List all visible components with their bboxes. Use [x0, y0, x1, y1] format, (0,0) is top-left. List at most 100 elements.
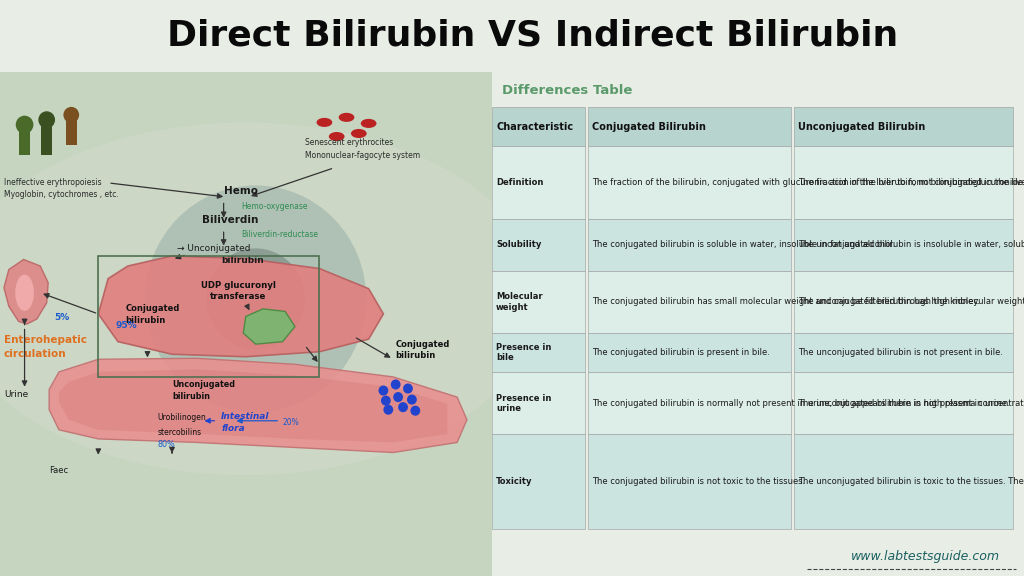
Text: Biliverdin-reductase: Biliverdin-reductase [241, 230, 317, 239]
FancyBboxPatch shape [794, 271, 1013, 333]
FancyBboxPatch shape [492, 333, 586, 372]
Text: Myoglobin, cytochromes , etc.: Myoglobin, cytochromes , etc. [4, 190, 119, 199]
FancyBboxPatch shape [794, 219, 1013, 271]
FancyBboxPatch shape [794, 372, 1013, 434]
FancyBboxPatch shape [492, 219, 586, 271]
Text: The unconjugated bilirubin has high molecular weight and cannot be filtered thro: The unconjugated bilirubin has high mole… [798, 297, 1024, 306]
Text: The unconjugated bilirubin is insoluble in water, soluble in fat and alcohol.: The unconjugated bilirubin is insoluble … [798, 240, 1024, 249]
Circle shape [15, 116, 34, 134]
Text: bilirubin: bilirubin [221, 256, 264, 264]
Text: The conjugated bilirubin has small molecular weight and can be filtered through : The conjugated bilirubin has small molec… [592, 297, 980, 306]
Circle shape [391, 380, 400, 389]
Circle shape [38, 111, 55, 128]
Text: Conjugated Bilirubin: Conjugated Bilirubin [592, 122, 707, 131]
Circle shape [411, 406, 420, 416]
FancyBboxPatch shape [492, 146, 586, 219]
Circle shape [383, 404, 393, 415]
Circle shape [398, 402, 408, 412]
Text: The conjugated bilirubin is normally not present in urine, but appears there in : The conjugated bilirubin is normally not… [592, 399, 1024, 408]
Text: Presence in
bile: Presence in bile [496, 343, 551, 362]
Ellipse shape [316, 118, 332, 127]
Text: Direct Bilirubin VS Indirect Bilirubin: Direct Bilirubin VS Indirect Bilirubin [167, 19, 898, 53]
Text: The conjugated bilirubin is soluble in water, insoluble in fat and alcohol.: The conjugated bilirubin is soluble in w… [592, 240, 896, 249]
Text: Unconjugated Bilirubin: Unconjugated Bilirubin [798, 122, 926, 131]
Text: 5%: 5% [54, 313, 70, 322]
Text: The fraction of the bilirubin, not conjugated in the liver is called unconjugate: The fraction of the bilirubin, not conju… [798, 178, 1024, 187]
Ellipse shape [0, 122, 541, 475]
FancyBboxPatch shape [492, 372, 586, 434]
Text: The unconjugated bilirubin is not present in bile.: The unconjugated bilirubin is not presen… [798, 348, 1004, 357]
Bar [66, 118, 77, 145]
FancyBboxPatch shape [588, 219, 792, 271]
Text: Differences Table: Differences Table [503, 84, 633, 97]
Text: Biliverdin: Biliverdin [202, 215, 258, 225]
FancyBboxPatch shape [794, 146, 1013, 219]
Text: Ineffective erythropoiesis: Ineffective erythropoiesis [4, 179, 101, 187]
Circle shape [407, 395, 417, 404]
Bar [98, 256, 319, 377]
Text: circulation: circulation [4, 348, 67, 359]
Text: Definition: Definition [496, 178, 544, 187]
Polygon shape [244, 309, 295, 344]
FancyBboxPatch shape [588, 146, 792, 219]
Text: Hemo-oxygenase: Hemo-oxygenase [241, 202, 307, 211]
Text: bilirubin: bilirubin [395, 351, 436, 360]
Text: The fraction of the bilirubin, conjugated with glucuronic acid in the liver to f: The fraction of the bilirubin, conjugate… [592, 178, 1024, 187]
Circle shape [379, 385, 388, 396]
Polygon shape [4, 259, 48, 324]
Text: Characteristic: Characteristic [496, 122, 573, 131]
Ellipse shape [207, 248, 305, 349]
FancyBboxPatch shape [588, 271, 792, 333]
Text: bilirubin: bilirubin [172, 392, 210, 400]
Ellipse shape [145, 185, 367, 412]
Circle shape [63, 107, 79, 123]
Text: Molecular
weight: Molecular weight [496, 292, 543, 312]
Ellipse shape [360, 119, 377, 128]
Circle shape [381, 396, 391, 406]
FancyBboxPatch shape [492, 434, 586, 529]
Text: Intestinal: Intestinal [221, 412, 269, 420]
Text: 20%: 20% [283, 418, 299, 427]
Text: Unconjugated: Unconjugated [172, 380, 236, 389]
FancyBboxPatch shape [794, 107, 1013, 146]
Text: Hemo: Hemo [223, 186, 258, 196]
Text: The unconjugated bilirubin is not present in urine.: The unconjugated bilirubin is not presen… [798, 399, 1010, 408]
Text: The conjugated bilirubin is not toxic to the tissues.: The conjugated bilirubin is not toxic to… [592, 478, 806, 486]
FancyBboxPatch shape [794, 434, 1013, 529]
Text: → Unconjugated: → Unconjugated [177, 244, 253, 253]
FancyBboxPatch shape [492, 271, 586, 333]
Text: Urobilinogen: Urobilinogen [158, 413, 206, 422]
Text: Solubility: Solubility [496, 240, 542, 249]
Text: Conjugated: Conjugated [125, 304, 180, 313]
FancyBboxPatch shape [588, 107, 792, 146]
Text: Senescent erythrocites: Senescent erythrocites [305, 138, 393, 147]
Circle shape [393, 392, 403, 402]
Text: bilirubin: bilirubin [125, 316, 166, 325]
Text: The unconjugated bilirubin is toxic to the tissues. The accumulation of unconjug: The unconjugated bilirubin is toxic to t… [798, 478, 1024, 486]
FancyBboxPatch shape [588, 434, 792, 529]
Ellipse shape [339, 113, 354, 122]
Bar [19, 127, 30, 155]
Text: Conjugated: Conjugated [395, 340, 451, 348]
Text: www.labtestsguide.com: www.labtestsguide.com [851, 550, 999, 563]
Polygon shape [49, 358, 467, 453]
Text: 95%: 95% [116, 321, 137, 330]
Ellipse shape [351, 129, 367, 138]
Text: Enterohepatic: Enterohepatic [4, 335, 87, 345]
Ellipse shape [15, 275, 34, 311]
Text: Urine: Urine [4, 390, 29, 399]
Text: Toxicity: Toxicity [496, 478, 532, 486]
Text: transferase: transferase [210, 292, 266, 301]
Text: Mononuclear-fagocyte system: Mononuclear-fagocyte system [305, 151, 420, 160]
Polygon shape [98, 256, 383, 357]
Ellipse shape [329, 132, 344, 141]
Text: 80%: 80% [158, 441, 175, 449]
Text: flora: flora [221, 424, 245, 433]
Polygon shape [59, 369, 447, 442]
Text: Faec: Faec [49, 465, 69, 475]
Text: The conjugated bilirubin is present in bile.: The conjugated bilirubin is present in b… [592, 348, 770, 357]
Text: Presence in
urine: Presence in urine [496, 393, 551, 413]
FancyBboxPatch shape [794, 333, 1013, 372]
Circle shape [403, 384, 413, 393]
FancyBboxPatch shape [588, 372, 792, 434]
